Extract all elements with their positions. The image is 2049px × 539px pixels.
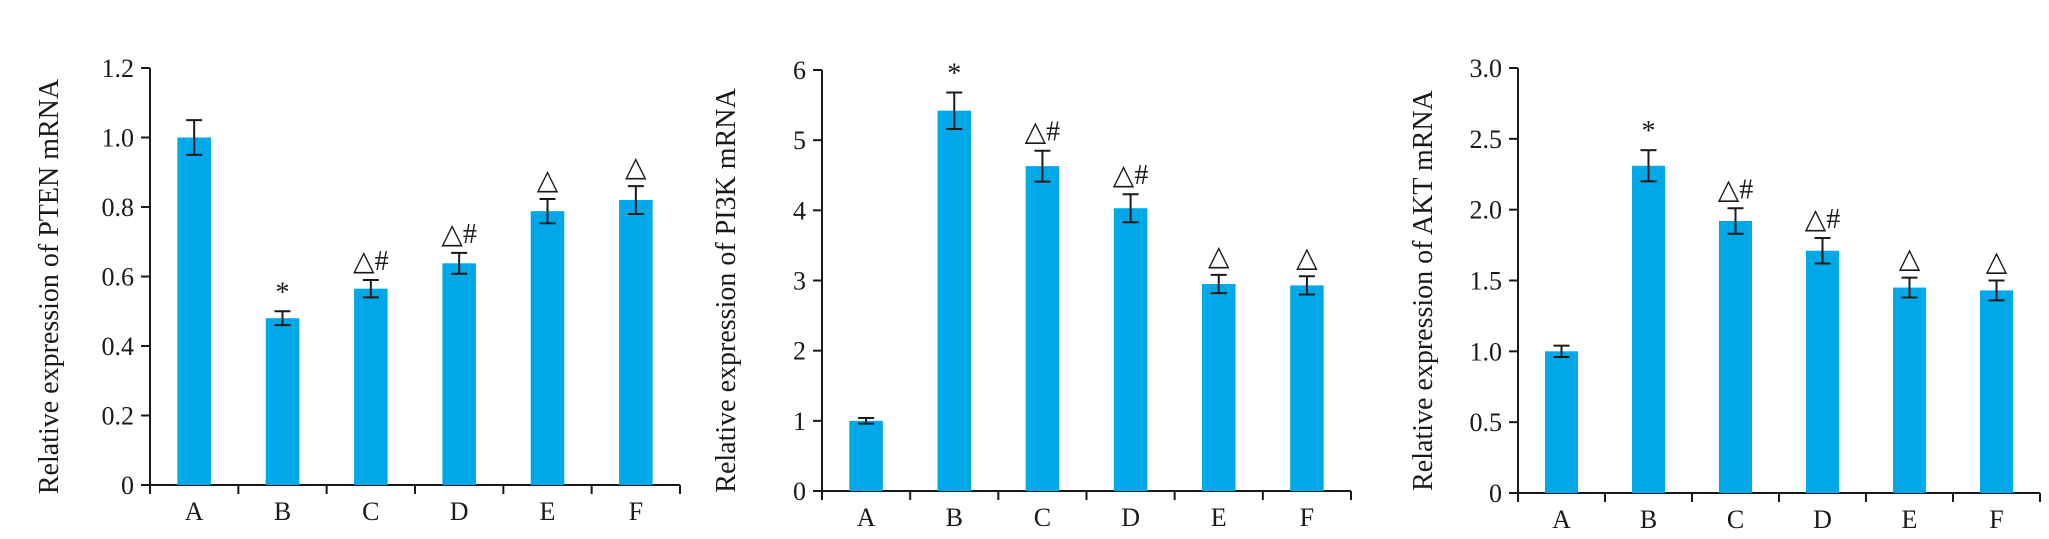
- error-bar-E: [539, 198, 556, 225]
- bar-F: [619, 200, 653, 486]
- bar-D: [1805, 250, 1840, 493]
- significance-mark: *: [1642, 116, 1656, 147]
- significance-mark: △#: [1113, 160, 1149, 191]
- x-category-label: D: [1813, 505, 1832, 534]
- y-tick-label: 0.5: [1470, 408, 1503, 437]
- y-tick-label: 3.0: [1470, 54, 1503, 83]
- bar-E: [1201, 284, 1236, 491]
- error-bar-B: [274, 310, 291, 327]
- error-bar-B: [946, 91, 963, 130]
- bar-C: [354, 288, 388, 485]
- y-tick-label: 0.2: [102, 402, 135, 431]
- x-category-label: D: [450, 497, 469, 526]
- error-bar-D: [1122, 193, 1139, 224]
- bar-C: [1025, 166, 1060, 491]
- error-bar-C: [1034, 149, 1051, 183]
- x-category-label: A: [1552, 505, 1571, 534]
- y-tick-label: 2.0: [1470, 196, 1503, 225]
- error-bar-B: [1640, 149, 1657, 183]
- bar-E: [1892, 287, 1927, 493]
- significance-mark: △: [537, 165, 559, 196]
- x-category-label: C: [1034, 503, 1051, 532]
- y-axis-title: Relative expression of PI3K mRNA: [711, 88, 742, 493]
- y-tick-label: 1: [793, 407, 806, 436]
- x-category-label: B: [274, 497, 291, 526]
- error-bar-F: [1988, 279, 2005, 302]
- significance-mark: *: [276, 277, 290, 308]
- y-tick-label: 0: [121, 471, 134, 500]
- error-bar-C: [1727, 207, 1744, 235]
- y-tick-label: 6: [793, 56, 806, 85]
- y-tick-label: 0: [793, 477, 806, 506]
- x-category-label: E: [540, 497, 556, 526]
- chart-panel-3: 0 0.5 1.0 1.5 2.0 2.5 3.0 A * B △# C △# D △ E △ F Relative…: [1408, 54, 2041, 534]
- y-tick-label: 1.0: [1470, 337, 1503, 366]
- error-bar-E: [1901, 276, 1918, 299]
- x-category-label: E: [1902, 505, 1918, 534]
- error-bar-A: [858, 417, 875, 425]
- significance-mark: △#: [1025, 117, 1061, 148]
- bar-A: [1544, 351, 1579, 493]
- error-bar-C: [362, 278, 379, 299]
- bar-B: [265, 318, 300, 485]
- x-category-label: B: [946, 503, 963, 532]
- x-category-label: C: [1727, 505, 1744, 534]
- significance-mark: △#: [1805, 204, 1841, 235]
- significance-mark: △: [1296, 242, 1318, 273]
- y-tick-label: 3: [793, 267, 806, 296]
- bar-D: [442, 263, 476, 485]
- significance-mark: △: [1208, 241, 1230, 272]
- y-tick-label: 2: [793, 337, 806, 366]
- x-category-label: E: [1211, 503, 1227, 532]
- bar-F: [1290, 285, 1324, 491]
- y-tick-label: 2.5: [1470, 125, 1503, 154]
- bar-C: [1718, 221, 1753, 493]
- significance-mark: *: [947, 58, 961, 89]
- bar-D: [1113, 208, 1148, 491]
- y-tick-label: 1.5: [1470, 267, 1503, 296]
- bar-B: [937, 110, 972, 492]
- bar-B: [1631, 165, 1666, 493]
- x-category-label: B: [1640, 505, 1657, 534]
- bar-E: [530, 211, 565, 486]
- bar-F: [1979, 290, 2014, 493]
- y-axis-title: Relative expression of PTEN mRNA: [34, 78, 65, 494]
- significance-mark: △: [1986, 247, 2008, 278]
- y-tick-label: 1.0: [102, 124, 135, 153]
- bar-A: [849, 420, 883, 491]
- y-tick-label: 4: [793, 196, 806, 225]
- significance-mark: △#: [441, 219, 477, 250]
- x-category-label: A: [857, 503, 876, 532]
- y-tick-label: 0: [1489, 479, 1502, 508]
- y-axis-title: Relative expression of AKT mRNA: [1408, 89, 1439, 491]
- bar-A: [177, 137, 211, 485]
- error-bar-A: [1553, 344, 1570, 358]
- error-bar-D: [1814, 237, 1831, 265]
- x-category-label: D: [1121, 503, 1140, 532]
- y-tick-label: 0.4: [102, 332, 135, 361]
- error-bar-E: [1210, 273, 1227, 295]
- error-bar-A: [186, 119, 203, 156]
- x-category-label: A: [185, 497, 204, 526]
- error-bar-F: [627, 185, 644, 215]
- x-category-label: F: [1300, 503, 1314, 532]
- x-category-label: F: [629, 497, 643, 526]
- y-tick-label: 0.8: [102, 193, 135, 222]
- chart-panel-1: 0 0.2 0.4 0.6 0.8 1.0 1.2 A * B △# C △# D △ E △ F Relative…: [34, 54, 681, 526]
- significance-mark: △#: [1718, 174, 1754, 205]
- error-bar-F: [1298, 275, 1315, 296]
- error-bar-D: [451, 251, 468, 275]
- chart-panel-2: 0 1 2 3 4 5 6 A * B △# C △# D △ E △ F Relative expression …: [711, 56, 1352, 532]
- x-category-label: C: [362, 497, 379, 526]
- significance-mark: △: [1899, 244, 1921, 275]
- y-tick-label: 1.2: [102, 54, 135, 83]
- y-tick-label: 5: [793, 126, 806, 155]
- x-category-label: F: [1989, 505, 2003, 534]
- significance-mark: △: [625, 152, 647, 183]
- y-tick-label: 0.6: [102, 263, 135, 292]
- significance-mark: △#: [353, 246, 389, 277]
